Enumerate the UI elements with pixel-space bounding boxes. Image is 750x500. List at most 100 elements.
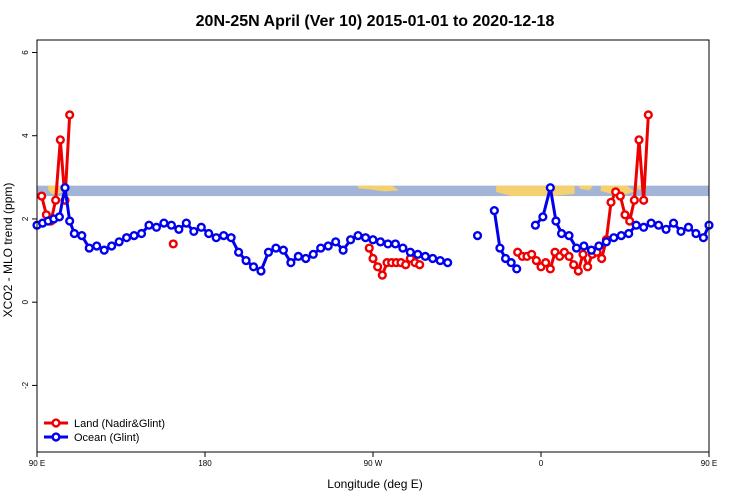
data-point [37, 191, 47, 201]
data-point [241, 255, 251, 266]
data-point [531, 255, 541, 266]
data-point [144, 220, 154, 230]
data-point [545, 264, 555, 274]
data-point [579, 241, 589, 251]
data-point [129, 230, 139, 241]
legend: Land (Nadir&Glint) Ocean (Glint) [44, 418, 165, 444]
data-point [107, 241, 117, 251]
data-point [174, 224, 184, 234]
data-point [368, 253, 378, 264]
data-point [583, 262, 593, 272]
data-point [538, 212, 548, 222]
data-point [616, 230, 626, 241]
map-land [578, 185, 594, 191]
data-point [278, 245, 289, 255]
data-point [629, 195, 639, 205]
data-point [578, 249, 588, 259]
data-point [136, 228, 147, 239]
data-point [683, 222, 694, 232]
series-1 [32, 183, 714, 276]
data-point [661, 224, 671, 234]
data-point [364, 243, 374, 253]
data-point [624, 228, 634, 239]
world-map-strip [37, 185, 709, 197]
data-point [634, 135, 644, 145]
x-tick-label: 90 E [701, 459, 717, 468]
data-point [373, 262, 383, 272]
data-point [646, 218, 656, 228]
data-point [551, 216, 561, 226]
data-point [564, 230, 574, 241]
data-point [500, 253, 511, 264]
x-tick-label: 0 [539, 459, 544, 468]
chart-title: 20N-25N April (Ver 10) 2015-01-01 to 202… [196, 13, 555, 30]
data-point [512, 264, 522, 274]
data-point [286, 258, 296, 268]
x-tick-label: 90 E [29, 459, 45, 468]
data-point [69, 228, 79, 239]
data-point [54, 212, 65, 222]
data-point [204, 228, 214, 239]
data-point [159, 218, 169, 228]
data-point [620, 210, 630, 220]
map-ocean-band [37, 185, 709, 197]
data-point [346, 235, 356, 245]
data-point [615, 191, 625, 201]
legend-marker [51, 418, 61, 428]
data-point [375, 237, 386, 247]
data-point [60, 183, 70, 193]
data-point [676, 226, 686, 237]
data-point [368, 235, 378, 245]
data-point [308, 249, 318, 259]
data-point [196, 222, 206, 232]
data-point [166, 220, 177, 230]
data-point [415, 260, 425, 270]
data-point [413, 249, 423, 259]
data-point [556, 228, 567, 239]
data-point [527, 249, 537, 259]
data-point [181, 218, 191, 228]
data-point [168, 239, 178, 249]
data-point [443, 258, 453, 268]
data-point [293, 251, 303, 262]
data-point [84, 243, 94, 253]
data-point [586, 245, 597, 255]
data-point [211, 233, 221, 243]
data-point [597, 253, 607, 264]
data-point [189, 226, 199, 237]
data-point [639, 195, 649, 205]
data-point [353, 230, 363, 241]
data-point [401, 260, 411, 270]
data-point [65, 216, 75, 226]
data-point [226, 233, 236, 243]
data-point [55, 135, 65, 145]
x-tick-label: 90 W [364, 459, 383, 468]
y-tick-label: -2 [21, 381, 30, 389]
y-tick-label: 2 [21, 216, 30, 221]
data-point [219, 230, 229, 241]
data-point [248, 262, 259, 272]
data-point [545, 183, 555, 193]
data-point [698, 233, 709, 243]
data-point [383, 239, 393, 249]
data-point [573, 266, 583, 276]
data-point [151, 222, 162, 232]
data-point [609, 233, 619, 243]
data-point [653, 220, 664, 230]
y-tick-label: 0 [21, 299, 30, 304]
data-point [643, 110, 653, 120]
data-point [121, 233, 132, 243]
data-point [316, 243, 326, 253]
data-point [435, 255, 445, 266]
data-point [301, 253, 311, 264]
data-point [631, 220, 641, 230]
data-point [668, 218, 679, 228]
data-point [234, 247, 244, 257]
data-point [601, 237, 611, 247]
data-point [691, 228, 701, 239]
data-point [495, 243, 505, 253]
data-point [571, 243, 582, 253]
legend-label: Land (Nadir&Glint) [74, 418, 165, 430]
map-land [496, 185, 575, 197]
